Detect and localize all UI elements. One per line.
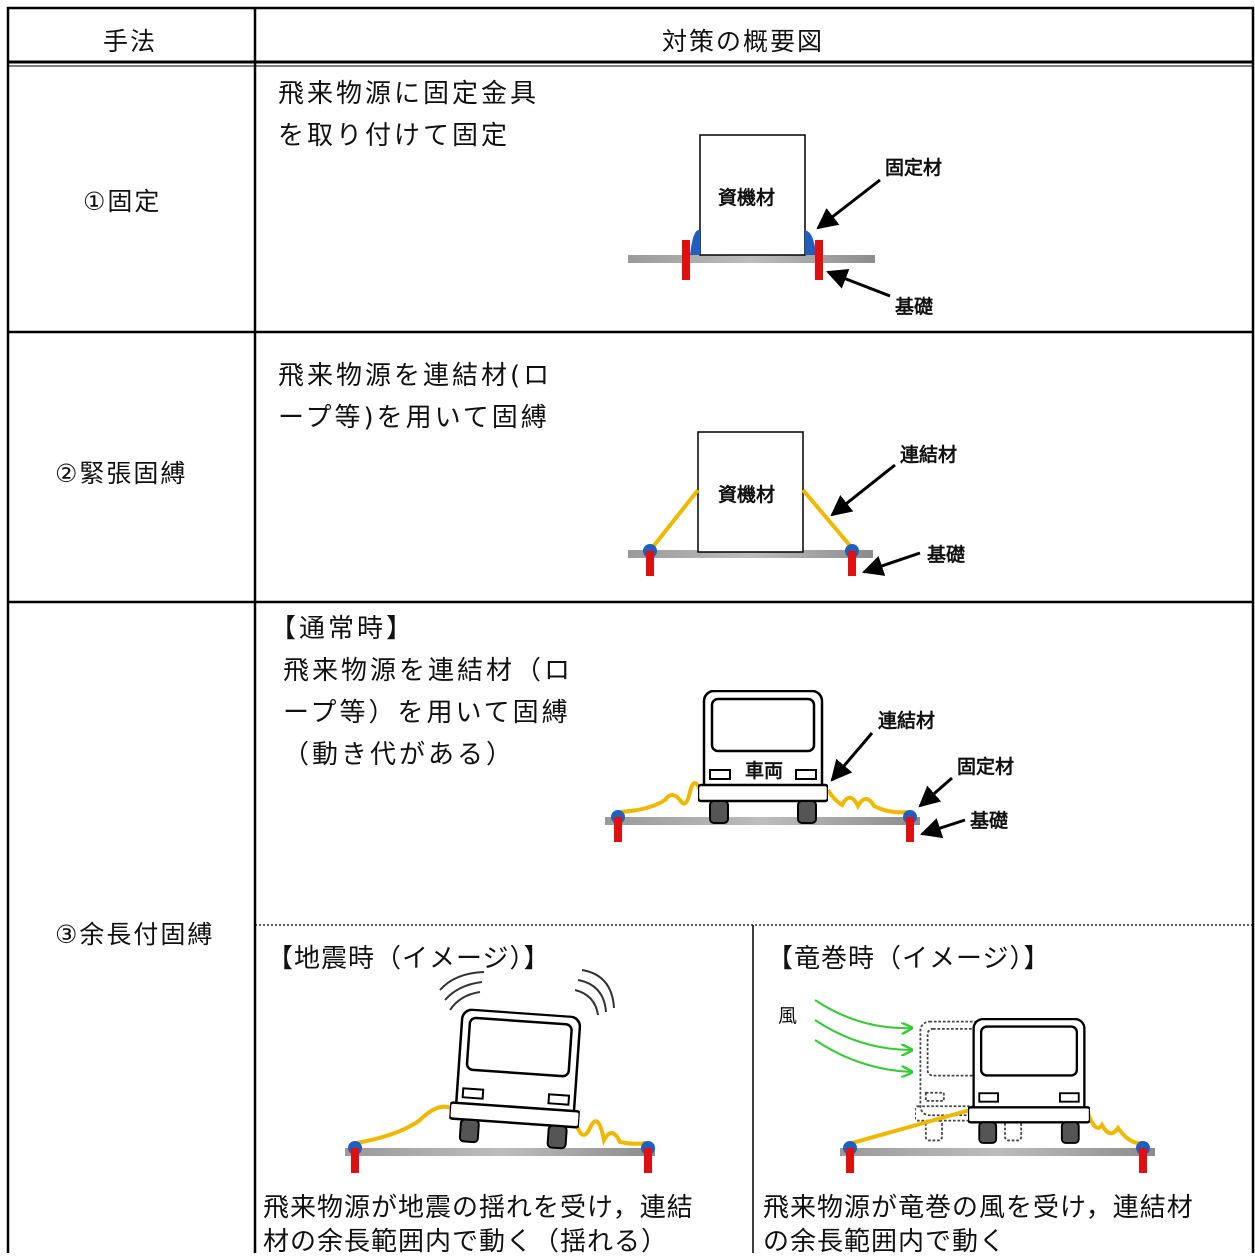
heading: 【通常時】 (270, 614, 416, 644)
label: 連結材 (900, 444, 958, 466)
heading: 【竜巻時（イメージ）】 (767, 944, 1051, 974)
description-line: （動き代がある） (283, 740, 516, 770)
caption-line: 飛来物源が地震の揺れを受け，連結 (263, 1193, 694, 1223)
description-line: 飛来物源に固定金具 (278, 79, 540, 109)
method: ③余長付固縛 (55, 920, 215, 949)
caption-line: 材の余長範囲内で動く（揺れる） (263, 1227, 669, 1257)
table-lines (6, 6, 1255, 1253)
diagram-slack-normal (605, 690, 966, 842)
label: 車両 (745, 760, 784, 782)
description-line: ープ等）を用いて固縛 (283, 698, 571, 728)
caption-line: の余長範囲内で動く (763, 1227, 1007, 1257)
method: ②緊張固縛 (55, 459, 188, 488)
diagram-tornado (814, 999, 1155, 1173)
label: 資機材 (718, 187, 776, 209)
heading: 【地震時（イメージ）】 (267, 944, 551, 974)
label: 固定材 (957, 756, 1015, 778)
description-line: ープ等)を用いて固縛 (278, 403, 550, 433)
method: ①固定 (83, 187, 162, 216)
diagram-tension (628, 431, 921, 576)
label: 基礎 (970, 810, 1009, 832)
description-line: 飛来物源を連結材(ロ (278, 361, 553, 391)
diagram-fixed (628, 134, 891, 298)
label: 基礎 (927, 544, 966, 566)
description-line: 飛来物源を連結材（ロ (283, 656, 574, 686)
diagram-earthquake (345, 969, 655, 1173)
label: 資機材 (718, 484, 776, 506)
label: 基礎 (895, 296, 934, 318)
description-line: を取り付けて固定 (278, 121, 511, 151)
label: 連結材 (878, 710, 936, 732)
header-overview: 対策の概要図 (662, 27, 825, 56)
header-method: 手法 (103, 27, 158, 56)
caption-line: 飛来物源が竜巻の風を受け，連結材 (763, 1193, 1194, 1223)
label: 風 (778, 1005, 798, 1027)
label: 固定材 (885, 157, 943, 179)
